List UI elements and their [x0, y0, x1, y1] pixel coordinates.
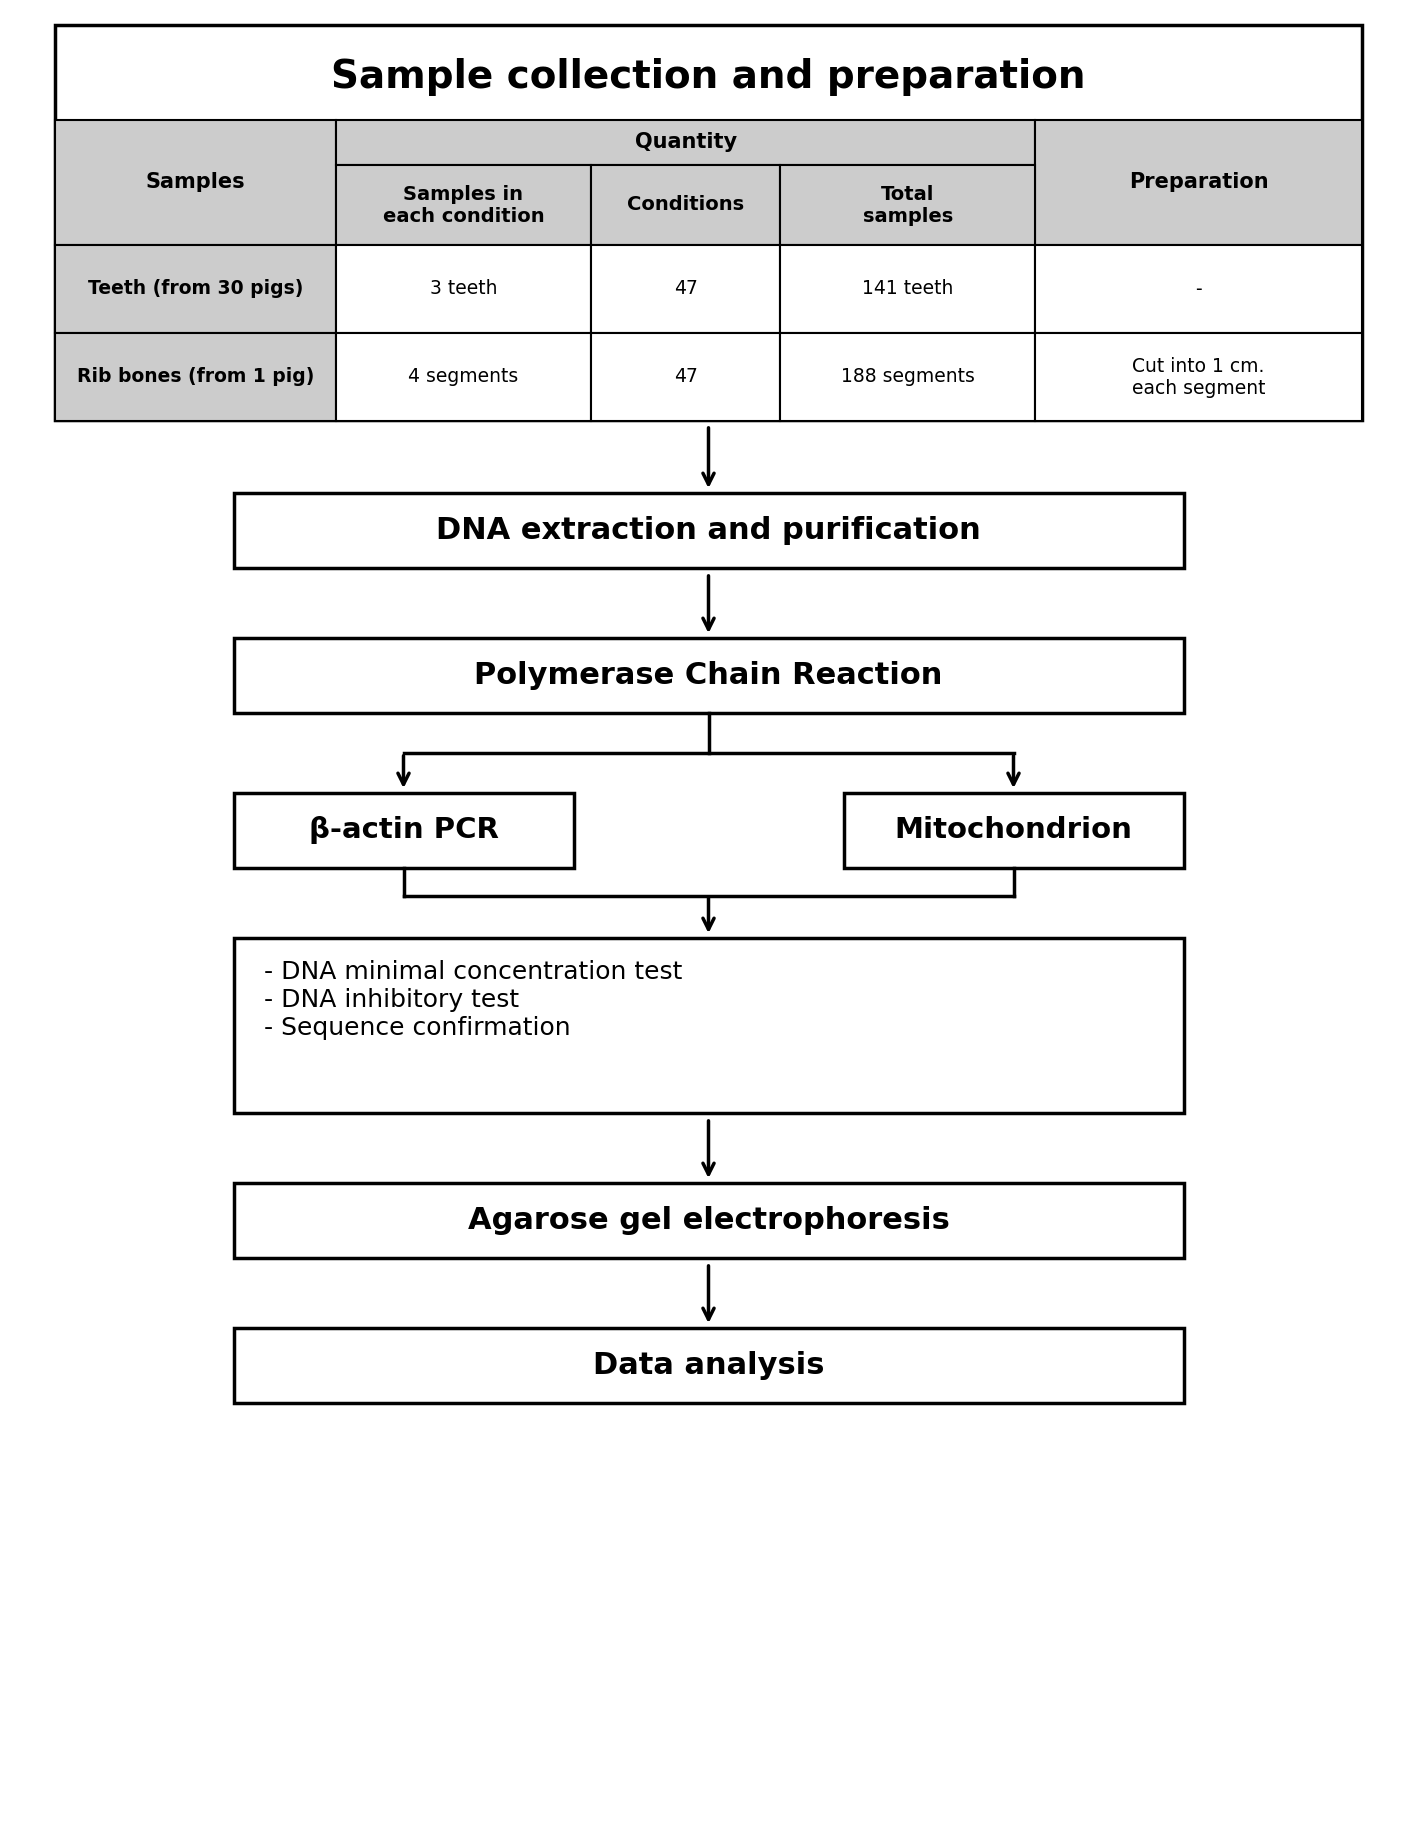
Bar — [591, 246, 781, 333]
Bar — [781, 246, 1036, 333]
Bar — [1036, 246, 1362, 333]
Bar — [336, 333, 591, 421]
Bar — [234, 493, 1183, 568]
Text: Teeth (from 30 pigs): Teeth (from 30 pigs) — [88, 279, 303, 299]
Bar — [843, 792, 1183, 869]
Text: Polymerase Chain Reaction: Polymerase Chain Reaction — [475, 661, 942, 690]
Bar — [1036, 333, 1362, 421]
Text: 141 teeth: 141 teeth — [862, 279, 954, 299]
Text: Sample collection and preparation: Sample collection and preparation — [332, 58, 1085, 97]
Text: 47: 47 — [673, 368, 697, 386]
Bar — [336, 166, 591, 246]
Text: - DNA minimal concentration test
- DNA inhibitory test
- Sequence confirmation: - DNA minimal concentration test - DNA i… — [264, 960, 682, 1040]
Bar — [55, 25, 1362, 421]
Text: Samples in
each condition: Samples in each condition — [383, 184, 544, 226]
Text: β-actin PCR: β-actin PCR — [309, 816, 499, 845]
Bar — [1036, 120, 1362, 246]
Bar — [55, 333, 336, 421]
Text: Mitochondrion: Mitochondrion — [894, 816, 1132, 845]
Bar — [234, 938, 1183, 1113]
Bar — [591, 333, 781, 421]
Bar — [336, 120, 1036, 166]
Bar — [591, 166, 781, 246]
Text: -: - — [1196, 279, 1202, 299]
Text: 188 segments: 188 segments — [840, 368, 975, 386]
Text: Preparation: Preparation — [1129, 173, 1268, 193]
Bar — [234, 1328, 1183, 1402]
Text: Conditions: Conditions — [628, 195, 744, 215]
Text: Total
samples: Total samples — [863, 184, 954, 226]
Bar — [55, 120, 336, 246]
Bar — [336, 246, 591, 333]
Text: Quantity: Quantity — [635, 133, 737, 153]
Text: 3 teeth: 3 teeth — [429, 279, 497, 299]
Bar — [234, 1184, 1183, 1258]
Bar — [234, 637, 1183, 714]
Text: DNA extraction and purification: DNA extraction and purification — [436, 515, 981, 544]
Text: Samples: Samples — [146, 173, 245, 193]
Bar — [55, 246, 336, 333]
Text: 4 segments: 4 segments — [408, 368, 519, 386]
Text: Cut into 1 cm.
each segment: Cut into 1 cm. each segment — [1132, 357, 1265, 397]
Text: Agarose gel electrophoresis: Agarose gel electrophoresis — [468, 1206, 949, 1235]
Text: Rib bones (from 1 pig): Rib bones (from 1 pig) — [77, 368, 315, 386]
Text: 47: 47 — [673, 279, 697, 299]
Bar — [234, 792, 574, 869]
Bar — [781, 166, 1036, 246]
Bar — [781, 333, 1036, 421]
Text: Data analysis: Data analysis — [592, 1351, 825, 1380]
